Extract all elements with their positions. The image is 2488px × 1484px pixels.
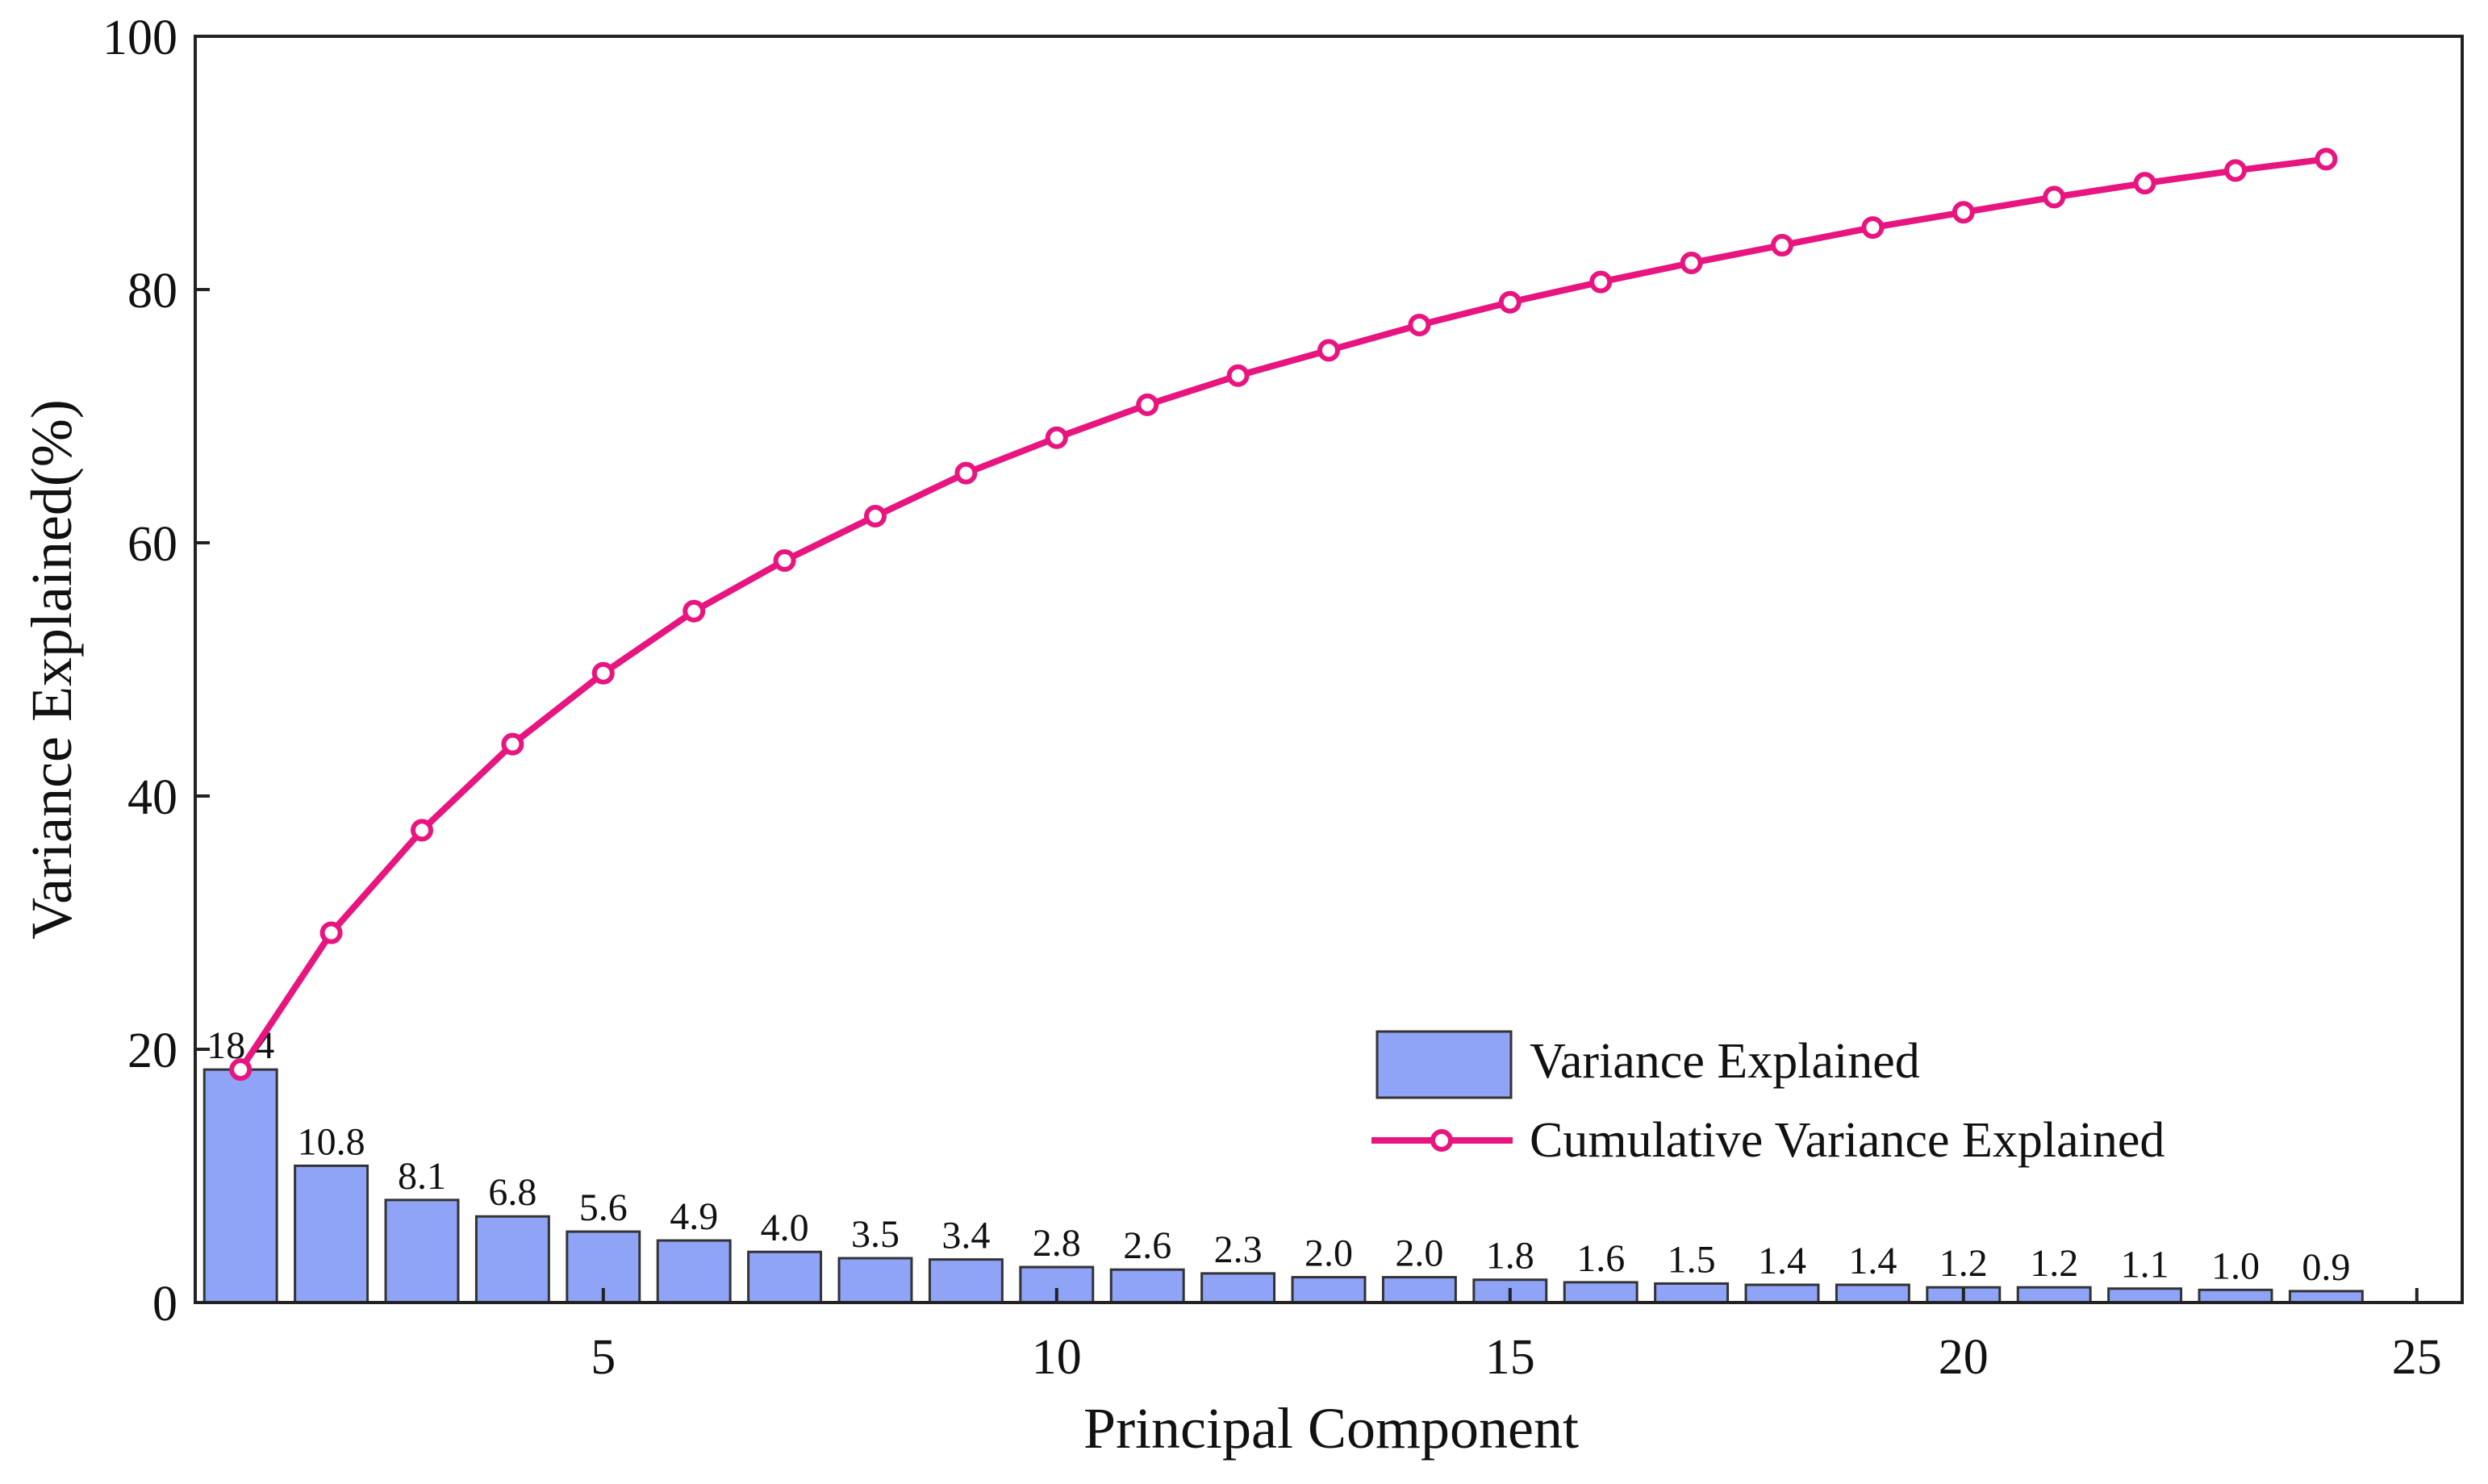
cumulative-point-pc-16	[1589, 270, 1613, 294]
bar-pc-24	[2288, 1290, 2364, 1304]
cumulative-point-pc-7	[773, 548, 796, 572]
bar-pc-4	[474, 1215, 550, 1304]
bar-value-label-pc-11: 2.6	[1123, 1224, 1171, 1267]
bar-value-label-pc-15: 1.8	[1486, 1235, 1534, 1278]
bar-value-label-pc-16: 1.6	[1576, 1237, 1625, 1280]
y-tick-label-0: 0	[152, 1277, 177, 1332]
bar-pc-14	[1381, 1276, 1457, 1304]
y-tick-label-20: 20	[127, 1023, 177, 1078]
bar-value-label-pc-14: 2.0	[1395, 1232, 1443, 1275]
cumulative-point-pc-21	[2043, 186, 2066, 209]
legend-label-variance-explained: Variance Explained	[1530, 1034, 1920, 1089]
bar-value-label-pc-23: 1.0	[2211, 1244, 2260, 1287]
bar-pc-16	[1563, 1281, 1638, 1304]
legend-label-cumulative: Cumulative Variance Explained	[1530, 1113, 2164, 1168]
axes-layer: 0 20 40 60 80 100 5 10 15 20 25	[102, 10, 2464, 1385]
cumulative-point-pc-17	[1680, 252, 1703, 275]
bar-pc-8	[837, 1257, 913, 1304]
cumulative-point-pc-24	[2315, 148, 2338, 171]
bar-value-label-pc-9: 3.4	[941, 1215, 990, 1257]
legend-swatch-variance-explained	[1375, 1030, 1513, 1099]
bar-value-label-pc-19: 1.4	[1848, 1240, 1897, 1282]
legend: Variance Explained Cumulative Variance E…	[1371, 1030, 2164, 1168]
bar-labels-layer: 18.410.88.1 6.8 5.6 4.9 4.0 3.5 3.4 2.8 2.6 2.3 2.…	[207, 1024, 2350, 1289]
bar-value-label-pc-12: 2.3	[1214, 1228, 1263, 1271]
y-axis-label: Variance Explained(%)	[19, 399, 84, 940]
cumulative-point-pc-14	[1408, 313, 1431, 336]
bar-value-label-pc-7: 4.0	[761, 1207, 809, 1249]
y-tick-label-80: 80	[127, 264, 177, 319]
bar-value-label-pc-10: 2.8	[1033, 1222, 1081, 1265]
cumulative-variance-line	[237, 156, 2327, 1072]
bar-pc-3	[384, 1198, 460, 1304]
x-tick-label-5: 5	[591, 1330, 616, 1385]
bar-value-label-pc-3: 8.1	[398, 1155, 446, 1198]
x-tick-label-10: 10	[1032, 1330, 1082, 1385]
bar-pc-2	[294, 1164, 369, 1304]
cumulative-point-pc-20	[1952, 201, 1975, 224]
cumulative-point-pc-2	[319, 921, 343, 944]
x-tick-label-15: 15	[1485, 1330, 1535, 1385]
bar-pc-17	[1654, 1282, 1730, 1304]
bar-pc-6	[656, 1239, 732, 1304]
cumulative-point-pc-12	[1226, 364, 1250, 387]
bar-pc-11	[1109, 1268, 1185, 1304]
bar-value-label-pc-8: 3.5	[851, 1213, 900, 1256]
y-tick-label-60: 60	[127, 517, 177, 572]
cumulative-point-pc-11	[1136, 393, 1159, 416]
bar-pc-19	[1835, 1283, 1910, 1304]
bar-value-label-pc-4: 6.8	[488, 1171, 536, 1214]
bar-value-label-pc-18: 1.4	[1758, 1240, 1806, 1282]
bar-pc-13	[1291, 1276, 1367, 1304]
cumulative-point-pc-6	[683, 599, 706, 623]
bar-value-label-pc-6: 4.9	[670, 1195, 718, 1238]
bar-value-label-pc-24: 0.9	[2302, 1246, 2350, 1289]
bar-pc-22	[2107, 1287, 2183, 1304]
cumulative-point-pc-15	[1498, 290, 1522, 314]
cumulative-point-pc-4	[501, 732, 524, 756]
bar-pc-12	[1200, 1272, 1276, 1304]
bar-pc-9	[928, 1258, 1004, 1304]
x-tick-label-25: 25	[2392, 1330, 2442, 1385]
bar-value-label-pc-13: 2.0	[1305, 1232, 1353, 1275]
bar-value-label-pc-22: 1.1	[2121, 1244, 2169, 1286]
cumulative-point-pc-13	[1317, 339, 1340, 362]
bar-pc-1	[202, 1068, 278, 1304]
cumulative-point-pc-9	[954, 461, 978, 485]
bar-value-label-pc-2: 10.8	[298, 1120, 365, 1163]
bar-pc-23	[2198, 1288, 2273, 1304]
plot-frame	[194, 35, 2464, 1304]
cumulative-point-pc-22	[2133, 172, 2156, 195]
bars-layer	[202, 1068, 2364, 1304]
y-tick-label-40: 40	[127, 770, 177, 825]
bar-value-label-pc-21: 1.2	[2030, 1242, 2078, 1285]
bar-pc-18	[1744, 1283, 1820, 1304]
cumulative-point-pc-19	[1861, 216, 1885, 240]
bar-value-label-pc-17: 1.5	[1668, 1238, 1716, 1281]
bar-value-label-pc-20: 1.2	[1939, 1242, 1988, 1285]
y-tick-label-100: 100	[102, 10, 177, 65]
cumulative-point-pc-10	[1045, 426, 1068, 449]
legend-marker-cumulative	[1430, 1129, 1453, 1152]
bar-pc-7	[747, 1250, 823, 1304]
cumulative-point-pc-3	[411, 819, 433, 842]
cumulative-point-pc-18	[1771, 234, 1793, 257]
cumulative-point-pc-1	[229, 1058, 253, 1082]
cumulative-point-pc-23	[2224, 159, 2247, 182]
cumulative-line-layer	[229, 148, 2338, 1082]
cumulative-point-pc-8	[864, 505, 887, 528]
x-axis-label: Principal Component	[1083, 1396, 1579, 1461]
bar-value-label-pc-5: 5.6	[579, 1186, 628, 1229]
bar-pc-21	[2016, 1286, 2092, 1304]
cumulative-point-pc-5	[591, 661, 615, 685]
x-tick-label-20: 20	[1939, 1330, 1989, 1385]
